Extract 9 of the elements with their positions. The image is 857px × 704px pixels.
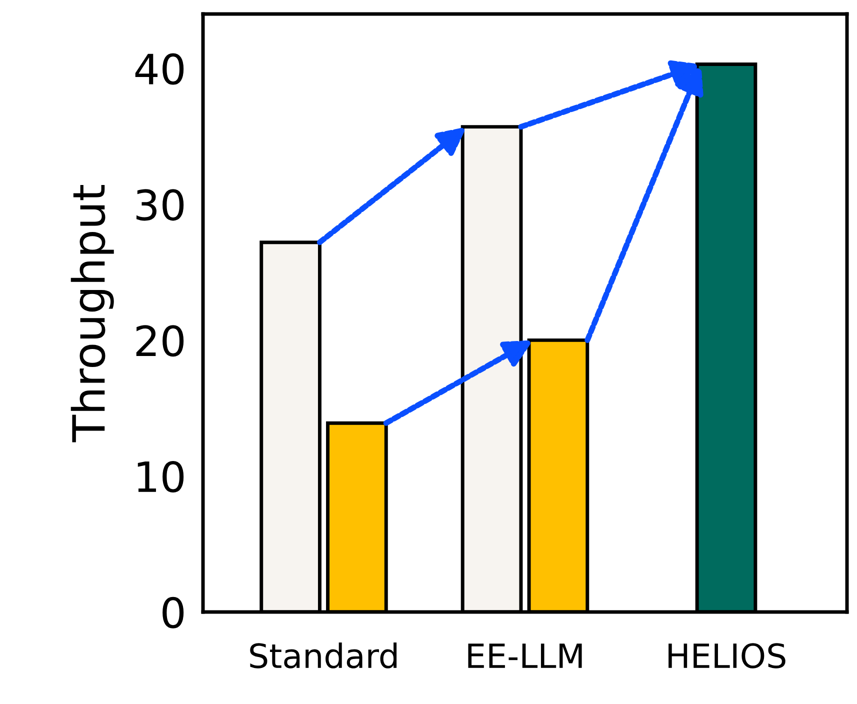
x-tick-label: Standard [250,642,397,668]
y-tick-label: 30 [136,189,184,221]
x-tick-label: HELIOS [668,643,786,668]
y-tick-label: 20 [136,325,184,357]
x-tick-label: EE-LLM [468,644,582,668]
y-tick-label: 40 [135,53,184,85]
y-axis-title: Throughput [70,184,114,442]
y-tick-label: 10 [138,460,184,493]
y-tick-label: 0 [162,596,184,628]
